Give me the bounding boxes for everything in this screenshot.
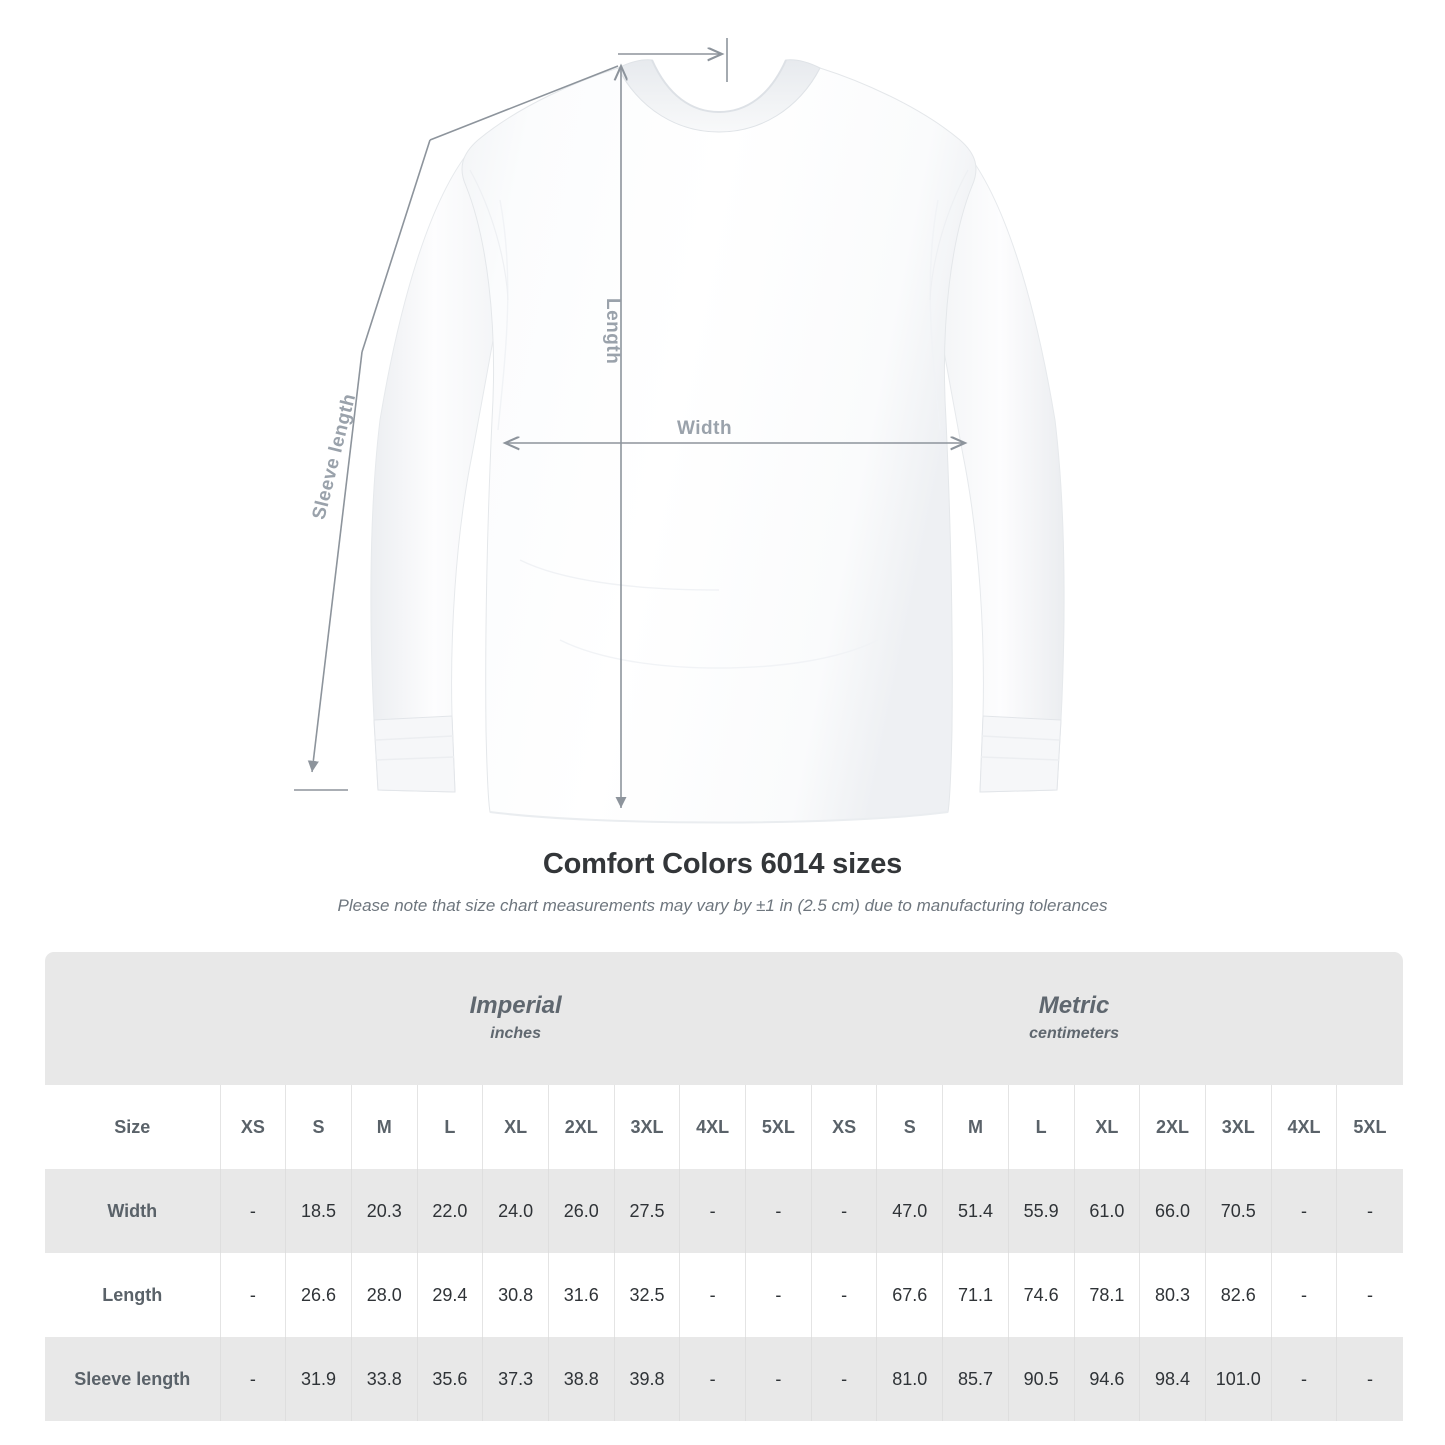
- measurement-cell: -: [220, 1337, 287, 1421]
- measurement-cell: 33.8: [351, 1337, 418, 1421]
- size-header-metric-4xl: 4XL: [1271, 1085, 1338, 1169]
- measurement-cell: -: [1271, 1253, 1338, 1337]
- measurement-cell: 74.6: [1008, 1253, 1075, 1337]
- measurement-label: Width: [45, 1169, 221, 1253]
- measurement-cell: -: [1336, 1169, 1403, 1253]
- measurement-cell: 37.3: [482, 1337, 549, 1421]
- measurement-cell: 82.6: [1205, 1253, 1272, 1337]
- shirt-body-shape: [370, 59, 1065, 824]
- measurement-cell: 61.0: [1074, 1169, 1141, 1253]
- measurement-cell: -: [679, 1169, 746, 1253]
- size-header-label: Size: [45, 1085, 221, 1169]
- measurement-cell: 71.1: [942, 1253, 1009, 1337]
- measurement-cell: 85.7: [942, 1337, 1009, 1421]
- measurement-cell: -: [1271, 1169, 1338, 1253]
- size-header-imperial-5xl: 5XL: [745, 1085, 812, 1169]
- measurement-cell: 66.0: [1139, 1169, 1206, 1253]
- measurement-cell: 29.4: [417, 1253, 484, 1337]
- measurement-cell: 27.5: [614, 1169, 681, 1253]
- unit-sub-metric: centimeters: [1029, 1024, 1119, 1042]
- measurement-label: Sleeve length: [45, 1337, 221, 1421]
- size-header-metric-5xl: 5XL: [1336, 1085, 1403, 1169]
- unit-name-metric: Metric: [1038, 991, 1110, 1019]
- tolerance-note: Please note that size chart measurements…: [337, 896, 1108, 915]
- size-header-imperial-m: M: [351, 1085, 418, 1169]
- measurement-cell: 26.6: [285, 1253, 352, 1337]
- measurement-label: Length: [45, 1253, 221, 1337]
- shirt-illustration: [294, 38, 1065, 824]
- size-header-metric-l: L: [1008, 1085, 1075, 1169]
- measurement-cell: 18.5: [285, 1169, 352, 1253]
- measurement-cell: 28.0: [351, 1253, 418, 1337]
- size-header-row: Size XS S M L XL 2XL 3XL 4XL 5XL XS S M L XL 2XL 3XL 4XL…: [45, 1085, 1403, 1169]
- measurement-cell: 31.6: [548, 1253, 615, 1337]
- measurement-cell: -: [745, 1169, 812, 1253]
- size-header-metric-xs: XS: [811, 1085, 878, 1169]
- size-header-imperial-3xl: 3XL: [614, 1085, 681, 1169]
- measurement-cell: 55.9: [1008, 1169, 1075, 1253]
- measurement-cell: -: [220, 1169, 287, 1253]
- measurement-cell: 39.8: [614, 1337, 681, 1421]
- measurement-cell: -: [811, 1253, 878, 1337]
- measurement-cell: 81.0: [876, 1337, 944, 1421]
- measurement-cell: -: [1336, 1337, 1403, 1421]
- measurement-cell: -: [679, 1337, 746, 1421]
- garment-diagram: Length Width Sleeve length: [294, 38, 1065, 824]
- measurement-cell: 78.1: [1074, 1253, 1141, 1337]
- measurement-cell: 94.6: [1074, 1337, 1141, 1421]
- size-header-metric-3xl: 3XL: [1205, 1085, 1272, 1169]
- size-header-metric-s: S: [876, 1085, 944, 1169]
- measurement-cell: 24.0: [482, 1169, 549, 1253]
- size-header-imperial-xs: XS: [220, 1085, 287, 1169]
- size-header-imperial-s: S: [285, 1085, 352, 1169]
- sleeve-length-dimension: [294, 65, 619, 791]
- measurement-cell: 101.0: [1205, 1337, 1272, 1421]
- measurement-cell: 80.3: [1139, 1253, 1206, 1337]
- measurement-cell: -: [1271, 1337, 1338, 1421]
- measurement-cell: -: [811, 1169, 878, 1253]
- width-label: Width: [677, 418, 733, 439]
- measurement-cell: 26.0: [548, 1169, 615, 1253]
- unit-header-metric: Metric centimeters: [811, 952, 1337, 1085]
- size-header-imperial-4xl: 4XL: [679, 1085, 746, 1169]
- shoulder-top-arrow: [618, 38, 728, 82]
- size-header-metric-2xl: 2XL: [1139, 1085, 1206, 1169]
- measurement-cell: 38.8: [548, 1337, 615, 1421]
- size-header-imperial-xl: XL: [482, 1085, 549, 1169]
- size-header-metric-xl: XL: [1074, 1085, 1141, 1169]
- measurement-cell: 98.4: [1139, 1337, 1206, 1421]
- measurement-cell: 90.5: [1008, 1337, 1075, 1421]
- table-row: Length -26.6 28.0 29.4 30.8 31.6 32.5- - -67.6 71…: [45, 1253, 1403, 1337]
- unit-sub-imperial: inches: [490, 1024, 541, 1042]
- table-row: Width -18.5 20.3 22.0 24.0 26.0 27.5- - -47.0 51.…: [45, 1169, 1403, 1253]
- measurement-cell: -: [1336, 1253, 1403, 1337]
- measurement-cell: 22.0: [417, 1169, 484, 1253]
- measurement-cell: 47.0: [876, 1169, 944, 1253]
- measurement-cell: -: [811, 1337, 878, 1421]
- measurement-cell: 67.6: [876, 1253, 944, 1337]
- measurement-cell: 51.4: [942, 1169, 1009, 1253]
- measurement-cell: -: [220, 1253, 287, 1337]
- measurement-cell: 35.6: [417, 1337, 484, 1421]
- size-header-imperial-l: L: [417, 1085, 484, 1169]
- measurement-cell: 20.3: [351, 1169, 418, 1253]
- measurement-cell: 32.5: [614, 1253, 681, 1337]
- measurement-cell: -: [745, 1337, 812, 1421]
- size-header-metric-m: M: [942, 1085, 1009, 1169]
- measurement-cell: 31.9: [285, 1337, 352, 1421]
- unit-header-spacer: [45, 952, 220, 1085]
- measurement-cell: 30.8: [482, 1253, 549, 1337]
- unit-name-imperial: Imperial: [469, 991, 562, 1019]
- unit-header-spacer-right: [1336, 952, 1403, 1085]
- measurement-cell: 70.5: [1205, 1169, 1272, 1253]
- measurement-cell: -: [745, 1253, 812, 1337]
- unit-header-imperial: Imperial inches: [220, 952, 812, 1085]
- page-title: Comfort Colors 6014 sizes: [542, 848, 903, 880]
- measurement-cell: -: [679, 1253, 746, 1337]
- length-label: Length: [602, 298, 623, 365]
- size-chart-table: Imperial inches Metric centimeters Size …: [45, 952, 1403, 1421]
- size-header-imperial-2xl: 2XL: [548, 1085, 615, 1169]
- table-row: Sleeve length -31.9 33.8 35.6 37.3 38.8 39.8- -…: [45, 1337, 1403, 1421]
- unit-group-header-row: Imperial inches Metric centimeters: [45, 952, 1403, 1085]
